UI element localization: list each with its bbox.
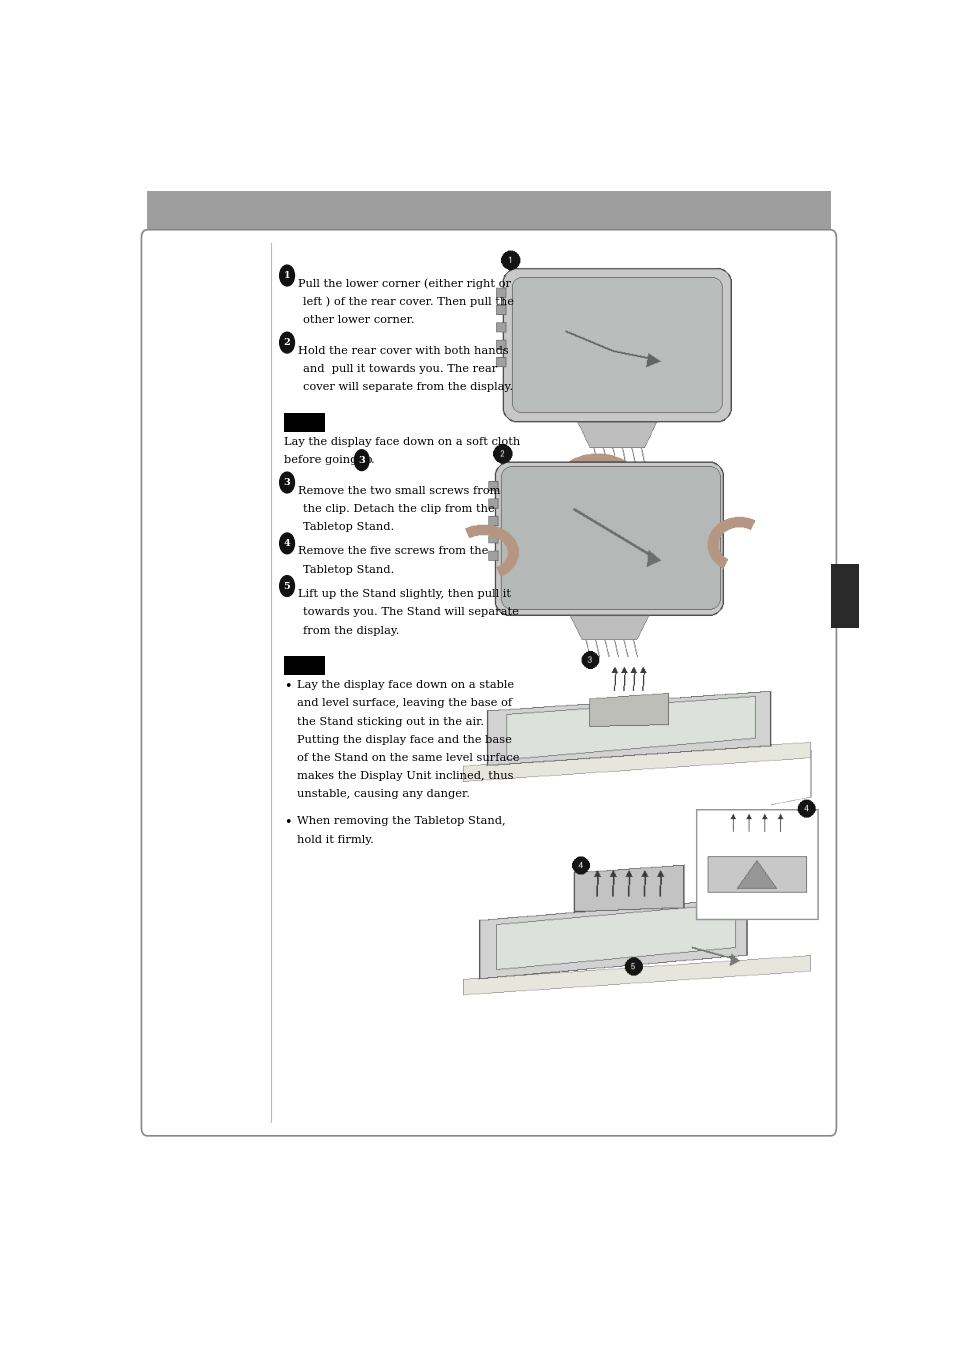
Bar — [284, 657, 324, 676]
Bar — [830, 563, 858, 628]
Text: 3: 3 — [283, 478, 290, 486]
Circle shape — [354, 450, 369, 470]
Text: makes the Display Unit inclined, thus: makes the Display Unit inclined, thus — [296, 771, 513, 781]
Text: left ) of the rear cover. Then pull the: left ) of the rear cover. Then pull the — [302, 297, 513, 308]
Text: towards you. The Stand will separate: towards you. The Stand will separate — [302, 608, 517, 617]
Text: Lift up the Stand slightly, then pull it: Lift up the Stand slightly, then pull it — [298, 589, 511, 598]
Text: unstable, causing any danger.: unstable, causing any danger. — [296, 789, 469, 800]
Bar — [147, 192, 830, 231]
Text: 3: 3 — [358, 455, 365, 465]
Text: before going to: before going to — [284, 455, 375, 465]
Text: Putting the display face and the base: Putting the display face and the base — [296, 735, 511, 744]
Text: hold it firmly.: hold it firmly. — [296, 835, 374, 844]
Text: Remove the five screws from the: Remove the five screws from the — [298, 547, 488, 557]
Text: Remove the two small screws from: Remove the two small screws from — [298, 485, 500, 496]
Text: Tabletop Stand.: Tabletop Stand. — [302, 565, 394, 574]
Text: of the Stand on the same level surface: of the Stand on the same level surface — [296, 753, 518, 763]
Text: When removing the Tabletop Stand,: When removing the Tabletop Stand, — [296, 816, 505, 827]
Circle shape — [279, 332, 294, 353]
Text: from the display.: from the display. — [302, 626, 398, 635]
Circle shape — [279, 471, 294, 493]
Bar — [284, 413, 324, 431]
FancyBboxPatch shape — [141, 230, 836, 1136]
Text: the clip. Detach the clip from the: the clip. Detach the clip from the — [302, 504, 494, 513]
Circle shape — [279, 534, 294, 554]
Circle shape — [279, 265, 294, 286]
Text: the Stand sticking out in the air.: the Stand sticking out in the air. — [296, 716, 483, 727]
Text: 2: 2 — [283, 338, 290, 347]
Text: •: • — [284, 680, 292, 693]
Text: Pull the lower corner (either right or: Pull the lower corner (either right or — [298, 278, 511, 289]
Text: .: . — [370, 455, 374, 465]
Text: 5: 5 — [283, 581, 290, 590]
Text: and  pull it towards you. The rear: and pull it towards you. The rear — [302, 363, 497, 374]
Text: Tabletop Stand.: Tabletop Stand. — [302, 521, 394, 532]
Text: other lower corner.: other lower corner. — [302, 315, 414, 326]
Text: Hold the rear cover with both hands: Hold the rear cover with both hands — [298, 346, 508, 355]
Text: Lay the display face down on a soft cloth: Lay the display face down on a soft clot… — [284, 436, 519, 447]
Text: and level surface, leaving the base of: and level surface, leaving the base of — [296, 698, 511, 708]
Text: •: • — [284, 816, 292, 830]
Text: 4: 4 — [283, 539, 290, 549]
Text: 1: 1 — [283, 272, 290, 280]
Circle shape — [279, 576, 294, 596]
Text: Lay the display face down on a stable: Lay the display face down on a stable — [296, 680, 514, 690]
Text: cover will separate from the display.: cover will separate from the display. — [302, 382, 512, 392]
